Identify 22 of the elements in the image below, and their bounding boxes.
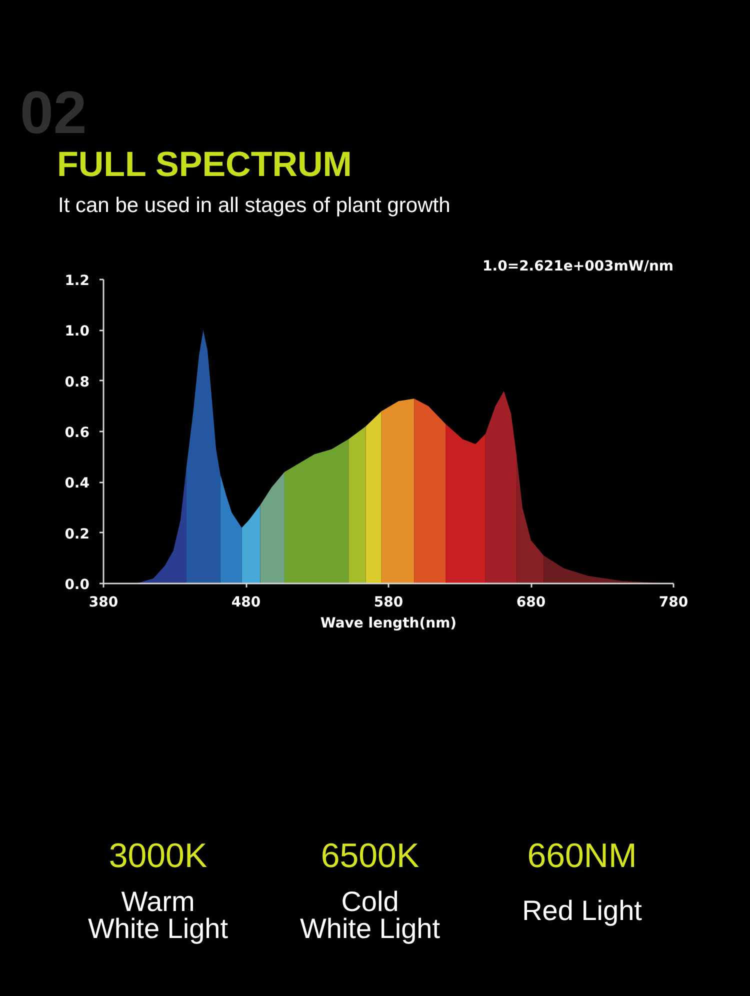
x-tick-label: 680 xyxy=(516,594,546,610)
x-tick-label: 380 xyxy=(88,594,118,610)
text: 660NM xyxy=(526,837,638,876)
x-tick-label: 580 xyxy=(374,594,404,610)
text: Warm White Light xyxy=(86,886,230,944)
y-tick-label: 0.6 xyxy=(64,425,90,441)
x-tick-label: 480 xyxy=(231,594,261,610)
y-tick-label: 0.2 xyxy=(64,526,90,542)
text: Red Light xyxy=(521,895,643,926)
chart-title: FULL SPECTRUM xyxy=(57,145,352,185)
y-tick-label: 0.4 xyxy=(64,476,90,492)
chart-subtitle: It can be used in all stages of plant growth xyxy=(58,194,450,218)
text: 6500K xyxy=(320,837,420,876)
y-tick-label: 1.2 xyxy=(64,273,90,289)
y-tick-label: 1.0 xyxy=(64,324,90,340)
y-tick-label: 0.0 xyxy=(64,577,90,593)
x-axis-title: Wave length(nm) xyxy=(320,616,457,632)
text: Cold White Light xyxy=(298,886,442,944)
x-tick-label: 780 xyxy=(658,594,688,610)
y-tick-label: 0.8 xyxy=(64,374,90,390)
text: 1.0=2.621e+003mW/nm xyxy=(482,258,674,274)
text: 3000K xyxy=(108,837,208,876)
